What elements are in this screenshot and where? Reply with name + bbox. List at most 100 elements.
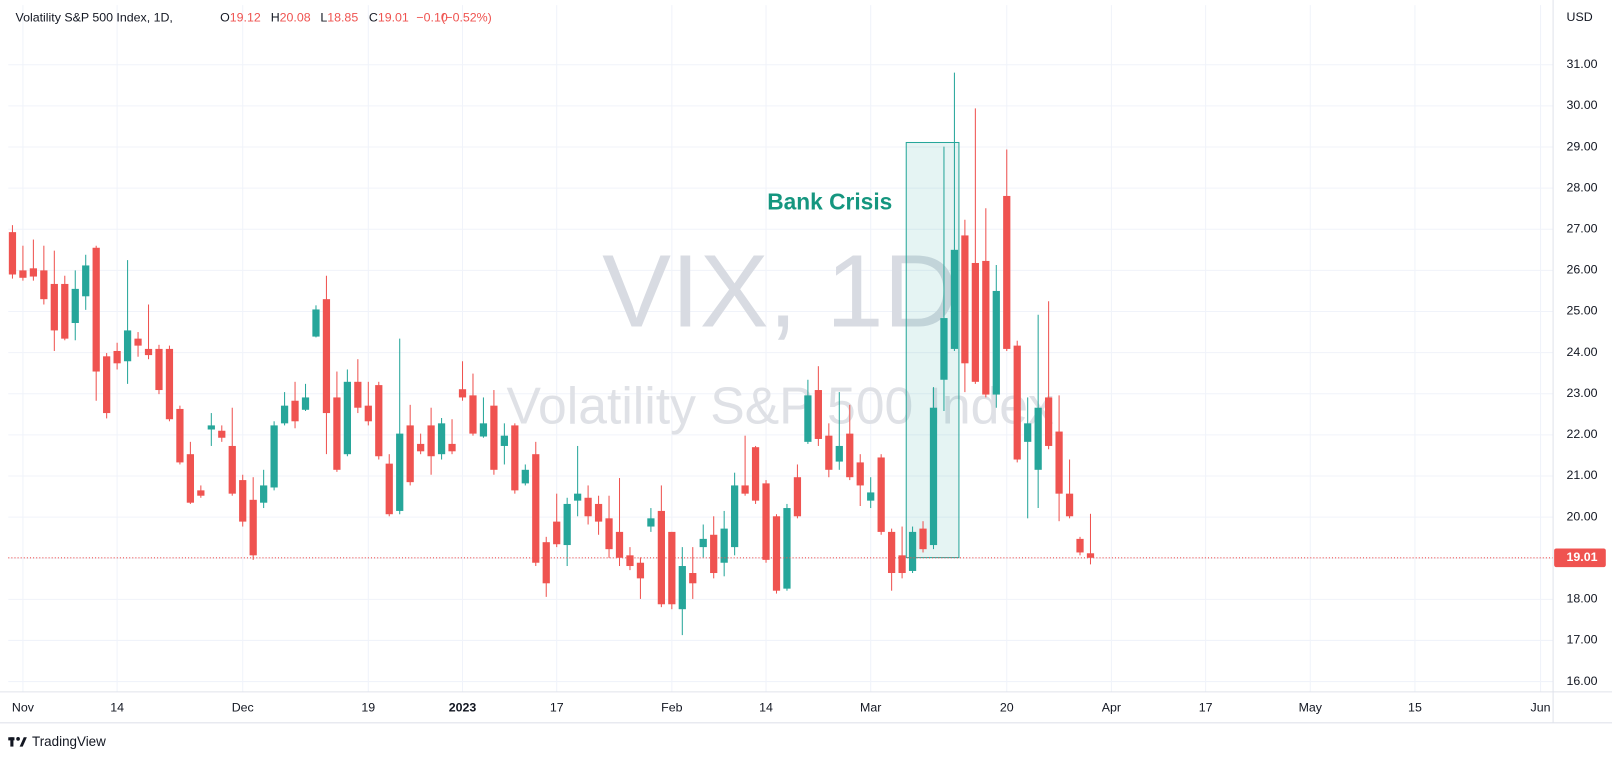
candle-body	[647, 518, 655, 527]
candle-body	[594, 503, 603, 522]
candle-body	[563, 503, 571, 546]
x-tick-label: May	[1299, 701, 1323, 715]
candle-body	[197, 490, 205, 496]
candle-body	[950, 249, 959, 349]
y-tick-label: 31.00	[1567, 57, 1598, 71]
candle-body	[867, 492, 875, 501]
candle-body	[1034, 407, 1042, 470]
candle-body	[793, 477, 802, 517]
candle-body	[542, 542, 550, 584]
candle-body	[762, 483, 770, 560]
x-tick-label: 2023	[449, 701, 477, 715]
candle-body	[511, 425, 519, 491]
last-price-box	[1554, 548, 1606, 568]
candle-body	[458, 389, 467, 398]
candle-body	[354, 381, 362, 408]
candle-body	[521, 469, 529, 484]
candle-body	[406, 425, 414, 483]
candle-body	[772, 516, 781, 591]
candle-body	[678, 566, 686, 610]
candle-body	[699, 538, 707, 548]
watermark-symbol: VIX, 1D	[602, 233, 958, 349]
candle-body	[1045, 397, 1053, 446]
candle-body	[710, 534, 718, 574]
candle-body	[741, 485, 749, 494]
candle-body	[500, 435, 508, 446]
candle-body	[176, 408, 184, 463]
candle-body	[605, 518, 613, 550]
candle-body	[992, 290, 1000, 395]
candle-body	[40, 270, 48, 300]
candle-body	[301, 397, 310, 410]
y-tick-label: 18.00	[1567, 592, 1598, 606]
x-tick-label: Mar	[860, 701, 881, 715]
candle-body	[92, 247, 100, 372]
y-tick-label: 29.00	[1567, 139, 1598, 153]
candle-body	[668, 531, 676, 605]
y-tick-label: 16.00	[1567, 674, 1598, 688]
candle-body	[207, 425, 215, 430]
candle-body	[103, 356, 111, 414]
watermark-name: Volatility S&P 500 Index	[506, 377, 1054, 435]
candle-body	[364, 405, 372, 422]
x-tick-label: 20	[1000, 701, 1014, 715]
candle-body	[50, 283, 58, 331]
candle-body	[877, 457, 885, 532]
candle-body	[490, 405, 498, 470]
y-tick-label: 30.00	[1567, 98, 1598, 112]
brand-name: TradingView	[32, 734, 106, 749]
candle-body	[1065, 493, 1074, 517]
legend-open-label: O	[220, 11, 230, 25]
candle-body	[123, 330, 132, 362]
legend-change-pct: (−0.52%)	[441, 11, 492, 25]
candle-body	[835, 445, 843, 462]
candle-body	[165, 348, 174, 420]
x-tick-label: 17	[550, 701, 564, 715]
candle-body	[846, 433, 854, 478]
candle-body	[1076, 538, 1084, 553]
candle-body	[929, 407, 938, 546]
candle-body	[270, 425, 278, 488]
y-tick-label: 24.00	[1567, 345, 1598, 359]
candle-body	[448, 443, 456, 452]
candle-body	[1013, 345, 1021, 460]
y-tick-label: 27.00	[1567, 222, 1598, 236]
candle-body	[814, 390, 822, 439]
last-price-label: 19.01	[1567, 550, 1598, 564]
candle-body	[280, 405, 289, 424]
candle-body	[961, 235, 969, 364]
candle-body	[113, 350, 121, 364]
candle-body	[312, 309, 320, 337]
candle-body	[908, 531, 917, 571]
candle-body	[1024, 423, 1032, 442]
logo-part	[10, 737, 14, 747]
candle-body	[469, 395, 477, 434]
candle-body	[720, 528, 728, 563]
candle-body	[322, 299, 331, 414]
currency: USD	[1567, 10, 1593, 24]
y-tick-label: 23.00	[1567, 386, 1598, 400]
logo-part	[16, 736, 20, 741]
x-tick-label: Feb	[661, 701, 682, 715]
candle-body	[584, 497, 592, 517]
candles	[8, 72, 1554, 636]
candle-body	[783, 508, 791, 589]
y-tick-label: 25.00	[1567, 304, 1598, 318]
candle-body	[417, 443, 425, 452]
candle-body	[144, 348, 153, 356]
candle-body	[396, 433, 404, 511]
candle-body	[532, 454, 540, 563]
candle-body	[689, 573, 697, 584]
legend-symbol: Volatility S&P 500 Index, 1D,	[15, 11, 172, 25]
candle-body	[134, 338, 142, 346]
candle-body	[1086, 553, 1095, 558]
legend-low-label: L	[320, 11, 327, 25]
x-tick-label: 19	[361, 701, 375, 715]
candle-body	[856, 462, 864, 486]
candle-body	[1003, 195, 1011, 349]
candle-body	[82, 265, 90, 297]
candle-body	[888, 531, 896, 574]
